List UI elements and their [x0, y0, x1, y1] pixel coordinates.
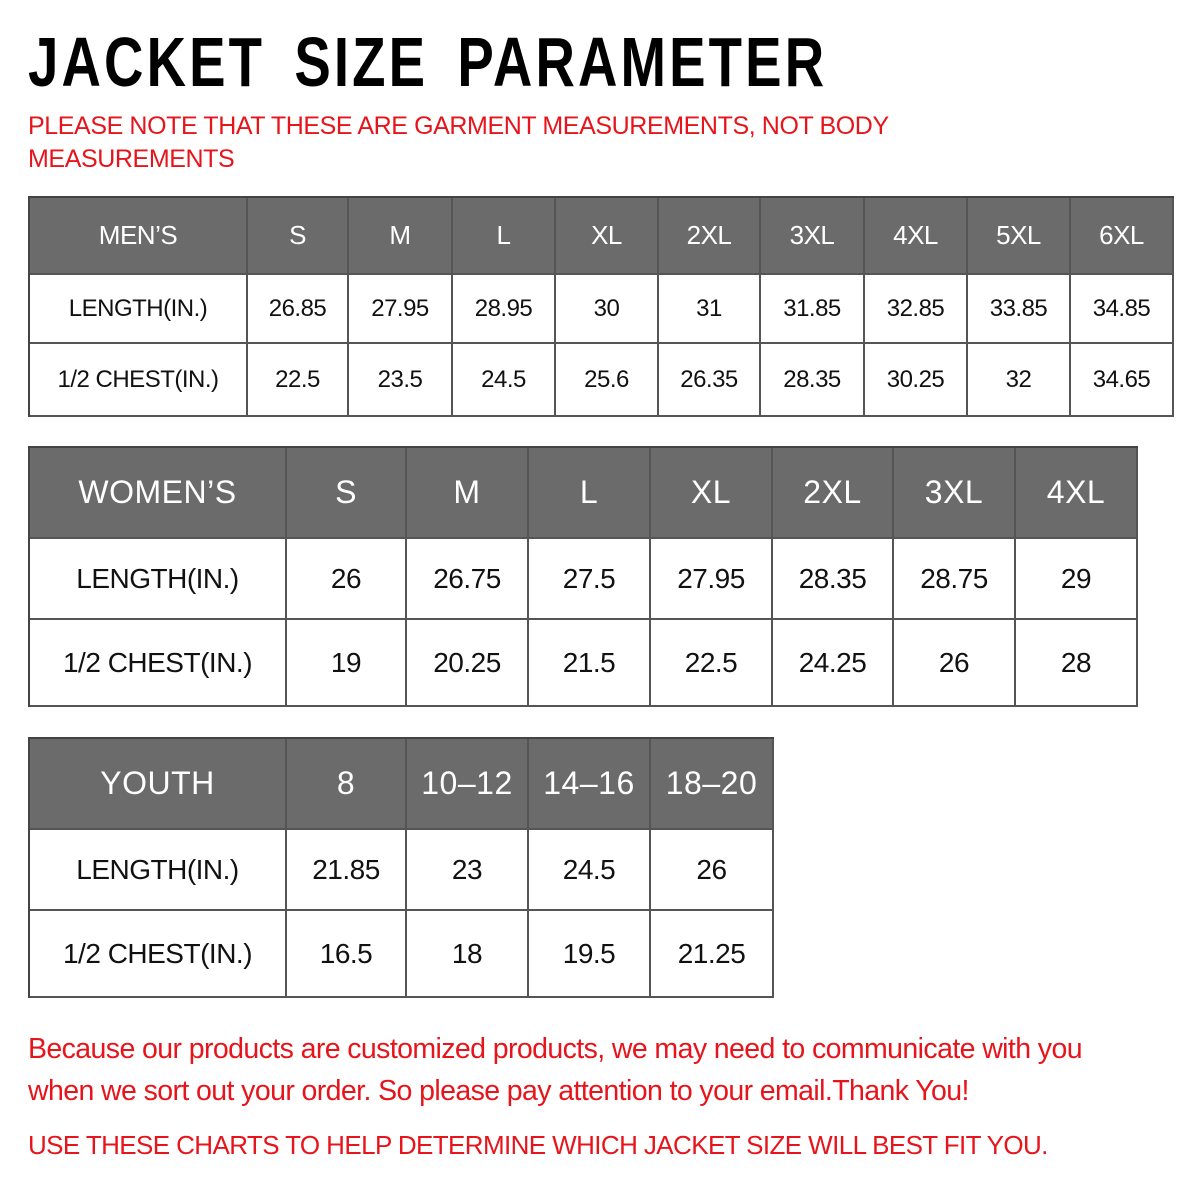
measurement-cell: 28.35 — [761, 344, 865, 417]
mens-size-table: MEN’S S M L XL 2XL 3XL 4XL 5XL 6XL LENGTH(IN.) 26.8… — [28, 196, 1174, 417]
size-header-cell: M — [349, 198, 453, 275]
measurement-cell: 29 — [1016, 539, 1138, 620]
row-label: LENGTH(IN.) — [30, 539, 287, 620]
measurement-cell: 21.5 — [529, 620, 651, 707]
measurement-cell: 19 — [287, 620, 407, 707]
size-header-cell: S — [248, 198, 349, 275]
size-header-cell: M — [407, 448, 529, 539]
table-header-label: WOMEN’S — [30, 448, 287, 539]
measurement-cell: 28.75 — [894, 539, 1016, 620]
youth-size-table: YOUTH 8 10–12 14–16 18–20 LENGTH(IN.) 21.85 23 2… — [28, 737, 774, 998]
size-header-cell: 14–16 — [529, 739, 651, 830]
note-line-1: PLEASE NOTE THAT THESE ARE GARMENT MEASU… — [28, 112, 889, 140]
measurement-cell: 23 — [407, 830, 529, 911]
measurement-cell: 21.25 — [651, 911, 774, 998]
measurement-cell: 24.25 — [773, 620, 894, 707]
size-header-cell: 6XL — [1071, 198, 1174, 275]
size-header-cell: 4XL — [1016, 448, 1138, 539]
size-header-cell: 5XL — [968, 198, 1071, 275]
measurement-cell: 28.95 — [453, 275, 556, 344]
size-header-cell: XL — [556, 198, 659, 275]
size-header-cell: 10–12 — [407, 739, 529, 830]
measurement-cell: 21.85 — [287, 830, 407, 911]
note-line-2: MEASUREMENTS — [28, 145, 235, 173]
measurement-cell: 34.65 — [1071, 344, 1174, 417]
size-header-cell: XL — [651, 448, 773, 539]
measurement-cell: 30.25 — [865, 344, 968, 417]
measurement-note: PLEASE NOTE THAT THESE ARE GARMENT MEASU… — [28, 110, 889, 176]
measurement-cell: 25.6 — [556, 344, 659, 417]
measurement-cell: 32 — [968, 344, 1071, 417]
measurement-cell: 26.75 — [407, 539, 529, 620]
measurement-cell: 27.95 — [651, 539, 773, 620]
measurement-cell: 16.5 — [287, 911, 407, 998]
measurement-cell: 18 — [407, 911, 529, 998]
page-title: JACKET SIZE PARAMETER — [28, 23, 828, 101]
measurement-cell: 20.25 — [407, 620, 529, 707]
measurement-cell: 22.5 — [651, 620, 773, 707]
size-header-cell: L — [453, 198, 556, 275]
measurement-cell: 26.35 — [659, 344, 761, 417]
measurement-cell: 26 — [651, 830, 774, 911]
measurement-cell: 26 — [287, 539, 407, 620]
measurement-cell: 30 — [556, 275, 659, 344]
measurement-cell: 31 — [659, 275, 761, 344]
size-header-cell: 3XL — [761, 198, 865, 275]
size-header-cell: 8 — [287, 739, 407, 830]
measurement-cell: 28 — [1016, 620, 1138, 707]
size-header-cell: L — [529, 448, 651, 539]
table-header-label: YOUTH — [30, 739, 287, 830]
customization-notice: Because our products are customized prod… — [28, 1028, 1083, 1112]
measurement-cell: 24.5 — [453, 344, 556, 417]
size-header-cell: 4XL — [865, 198, 968, 275]
size-header-cell: 2XL — [659, 198, 761, 275]
table-header-label: MEN’S — [30, 198, 248, 275]
size-header-cell: 2XL — [773, 448, 894, 539]
measurement-cell: 19.5 — [529, 911, 651, 998]
measurement-cell: 23.5 — [349, 344, 453, 417]
row-label: 1/2 CHEST(IN.) — [30, 911, 287, 998]
measurement-cell: 32.85 — [865, 275, 968, 344]
measurement-cell: 26 — [894, 620, 1016, 707]
measurement-cell: 27.95 — [349, 275, 453, 344]
size-advice: USE THESE CHARTS TO HELP DETERMINE WHICH… — [28, 1130, 1048, 1160]
measurement-cell: 27.5 — [529, 539, 651, 620]
row-label: LENGTH(IN.) — [30, 275, 248, 344]
row-label: 1/2 CHEST(IN.) — [30, 620, 287, 707]
measurement-cell: 34.85 — [1071, 275, 1174, 344]
footer-line-2: when we sort out your order. So please p… — [28, 1075, 969, 1107]
row-label: LENGTH(IN.) — [30, 830, 287, 911]
measurement-cell: 31.85 — [761, 275, 865, 344]
size-header-cell: S — [287, 448, 407, 539]
womens-size-table: WOMEN’S S M L XL 2XL 3XL 4XL LENGTH(IN.) 26 26.75 2… — [28, 446, 1138, 707]
row-label: 1/2 CHEST(IN.) — [30, 344, 248, 417]
size-header-cell: 18–20 — [651, 739, 774, 830]
footer-line-1: Because our products are customized prod… — [28, 1033, 1083, 1065]
measurement-cell: 26.85 — [248, 275, 349, 344]
size-header-cell: 3XL — [894, 448, 1016, 539]
measurement-cell: 33.85 — [968, 275, 1071, 344]
measurement-cell: 24.5 — [529, 830, 651, 911]
measurement-cell: 22.5 — [248, 344, 349, 417]
measurement-cell: 28.35 — [773, 539, 894, 620]
